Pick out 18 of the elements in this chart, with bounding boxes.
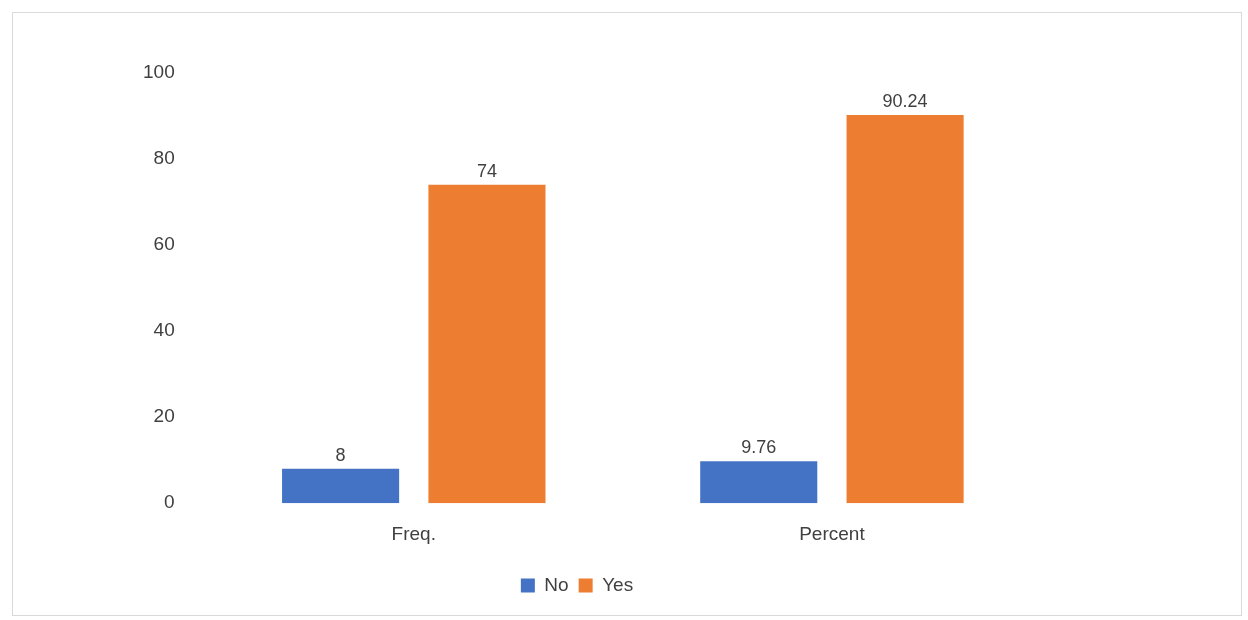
data-label: 8	[335, 444, 346, 465]
bar	[700, 461, 818, 504]
legend-label: No	[544, 573, 569, 595]
bar	[428, 184, 546, 504]
legend-label: Yes	[602, 573, 634, 595]
y-tick-label: 80	[153, 147, 175, 169]
y-tick-label: 60	[153, 233, 175, 255]
x-tick-label: Freq.	[391, 522, 436, 544]
y-tick-label: 100	[143, 61, 175, 83]
data-label: 74	[476, 160, 497, 181]
y-tick-label: 20	[153, 405, 175, 427]
bar	[282, 468, 400, 504]
bar	[846, 114, 964, 504]
y-tick-label: 0	[164, 491, 175, 513]
x-tick-label: Percent	[799, 522, 866, 544]
y-tick-label: 40	[153, 319, 175, 341]
data-label: 90.24	[882, 90, 928, 111]
data-label: 9.76	[741, 437, 777, 458]
